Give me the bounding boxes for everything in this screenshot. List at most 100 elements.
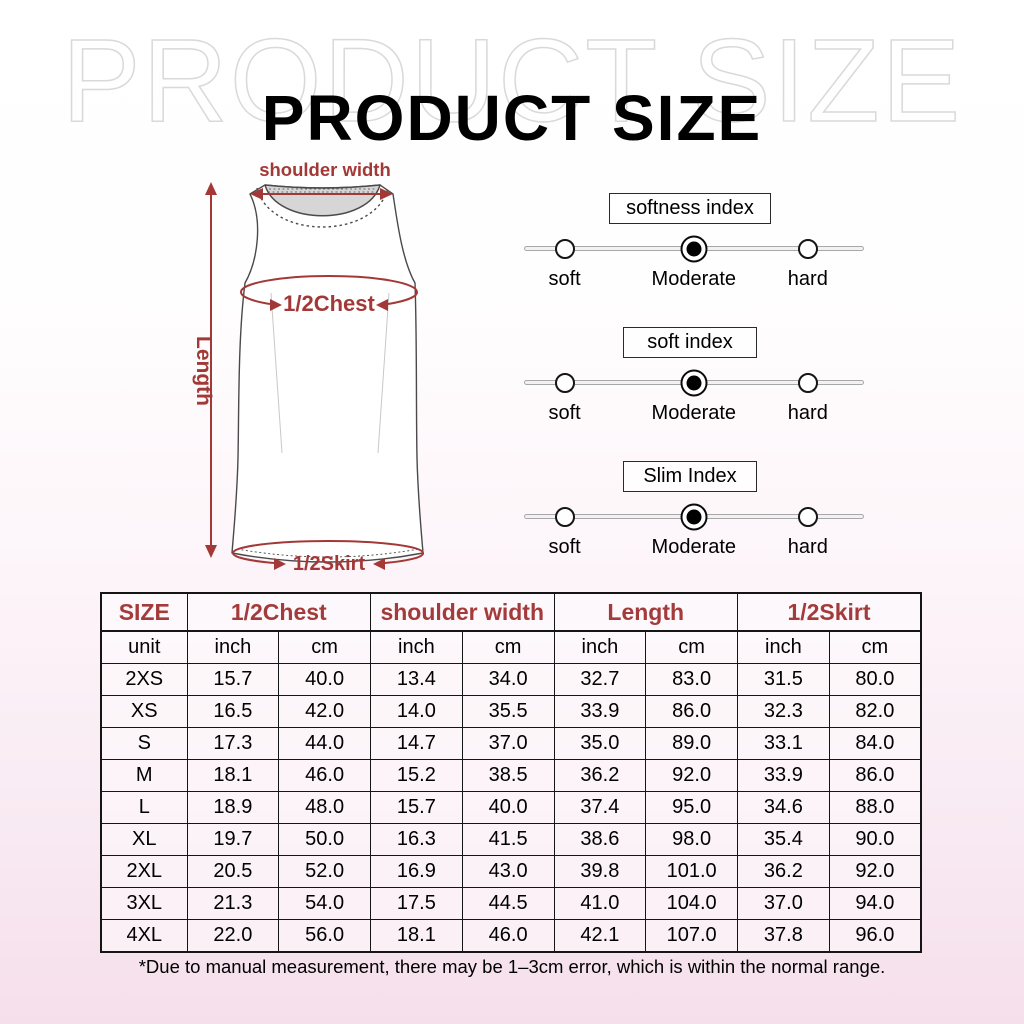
measure-cell: 32.3 <box>737 695 830 728</box>
slider-dot-soft <box>554 507 575 527</box>
unit-cell: cm <box>645 630 738 664</box>
measure-cell: 37.4 <box>553 791 647 824</box>
measure-cell: 86.0 <box>645 695 738 728</box>
size-table: SIZE 1/2Chest shoulder width Length 1/2Skirt… <box>100 592 922 953</box>
measure-cell: 88.0 <box>828 791 922 824</box>
skirt-ellipse-bottom-right <box>384 552 425 564</box>
skirt-ellipse-top <box>232 540 424 554</box>
measure-cell: 18.9 <box>186 791 280 824</box>
slider-dot-hard <box>797 373 818 393</box>
length-label: Length <box>192 336 215 406</box>
measure-cell: 17.3 <box>186 727 280 760</box>
measure-cell: 40.0 <box>278 663 371 696</box>
measure-cell: 13.4 <box>370 663 463 696</box>
measure-cell: 82.0 <box>828 695 922 728</box>
slider-label-moderate: Moderate <box>651 268 737 290</box>
index-panel-softness: softness index soft Moderate hard <box>500 193 880 294</box>
measure-cell: 16.3 <box>370 823 463 856</box>
measure-cell: 42.0 <box>278 695 371 728</box>
unit-cell: unit <box>100 630 188 664</box>
chest-ellipse-bottom-left <box>240 291 271 305</box>
unit-cell: inch <box>737 630 830 664</box>
unit-cell: inch <box>186 630 280 664</box>
measure-cell: 41.5 <box>461 823 555 856</box>
half-skirt-label: 1/2Skirt <box>293 553 366 575</box>
column-group-header: Length <box>553 592 738 632</box>
soft-index-slider <box>500 364 880 402</box>
measure-cell: 94.0 <box>828 887 922 920</box>
unit-cell: inch <box>370 630 463 664</box>
collar-stitch-line <box>256 187 389 228</box>
measurement-disclaimer: *Due to manual measurement, there may be… <box>138 956 886 977</box>
measure-cell: 17.5 <box>370 887 463 920</box>
slider-dot-soft <box>554 373 575 393</box>
soft-index-title-box: soft index <box>623 327 757 358</box>
measure-cell: 40.0 <box>461 791 555 824</box>
measure-cell: 37.8 <box>737 919 830 953</box>
measure-cell: 84.0 <box>828 727 922 760</box>
measure-cell: 34.0 <box>461 663 555 696</box>
measure-cell: 14.0 <box>370 695 463 728</box>
table-row: 4XL 22.0 56.0 18.1 46.0 42.1 107.0 37.8 96.0 <box>100 919 922 953</box>
measure-cell: 50.0 <box>278 823 371 856</box>
measure-cell: 83.0 <box>645 663 738 696</box>
measure-cell: 38.5 <box>461 759 555 792</box>
slim-index-title-box: Slim Index <box>623 461 757 492</box>
measure-cell: 15.7 <box>186 663 280 696</box>
measure-cell: 46.0 <box>278 759 371 792</box>
measure-cell: 19.7 <box>186 823 280 856</box>
index-panel-slim: Slim Index soft Moderate hard <box>500 461 880 562</box>
measure-cell: 18.1 <box>186 759 280 792</box>
slider-dot-moderate-selected <box>680 503 708 531</box>
measure-cell: 104.0 <box>645 887 738 920</box>
measure-cell: 33.9 <box>737 759 830 792</box>
measure-cell: 18.1 <box>370 919 463 953</box>
measure-cell: 33.1 <box>737 727 830 760</box>
measure-cell: 107.0 <box>645 919 738 953</box>
measure-cell: 36.2 <box>737 855 830 888</box>
unit-cell: cm <box>461 630 555 664</box>
column-group-header: 1/2Chest <box>186 592 371 632</box>
measure-cell: 39.8 <box>553 855 647 888</box>
measure-cell: 52.0 <box>278 855 371 888</box>
table-row: 2XL 20.5 52.0 16.9 43.0 39.8 101.0 36.2 92.0 <box>100 855 922 888</box>
ghost-background-title: PRODUCT SIZE <box>61 15 963 147</box>
slider-labels: soft Moderate hard <box>500 402 880 428</box>
size-label-cell: 2XL <box>100 855 188 888</box>
measure-cell: 101.0 <box>645 855 738 888</box>
size-label-cell: L <box>100 791 188 824</box>
measure-cell: 98.0 <box>645 823 738 856</box>
measure-cell: 32.7 <box>553 663 647 696</box>
slider-label-hard: hard <box>787 268 828 290</box>
index-panel-soft: soft index soft Moderate hard <box>500 327 880 428</box>
unit-row: unit inch cm inch cm inch cm inch cm <box>100 630 922 664</box>
size-label-cell: 2XS <box>100 663 188 696</box>
slider-dot-moderate-selected <box>680 369 708 397</box>
chest-ellipse-top <box>240 275 418 293</box>
slider-label-hard: hard <box>787 536 828 558</box>
slider-dot-hard <box>797 239 818 259</box>
measure-cell: 90.0 <box>828 823 922 856</box>
hem-stitch-line <box>236 548 420 558</box>
slim-index-slider <box>500 498 880 536</box>
slider-label-moderate: Moderate <box>651 402 737 424</box>
slider-label-hard: hard <box>787 402 828 424</box>
measure-cell: 56.0 <box>278 919 371 953</box>
table-row: 2XS 15.7 40.0 13.4 34.0 32.7 83.0 31.5 80.0 <box>100 663 922 696</box>
slider-dot-hard <box>797 507 818 527</box>
softness-index-title-box: softness index <box>609 193 771 224</box>
slider-labels: soft Moderate hard <box>500 268 880 294</box>
size-label-cell: S <box>100 727 188 760</box>
measure-cell: 16.9 <box>370 855 463 888</box>
measure-cell: 35.5 <box>461 695 555 728</box>
measure-cell: 96.0 <box>828 919 922 953</box>
measure-cell: 22.0 <box>186 919 280 953</box>
measure-cell: 16.5 <box>186 695 280 728</box>
unit-cell: cm <box>278 630 371 664</box>
softness-index-slider <box>500 230 880 268</box>
measure-cell: 35.4 <box>737 823 830 856</box>
size-label-cell: XS <box>100 695 188 728</box>
measure-cell: 37.0 <box>737 887 830 920</box>
slider-dot-soft <box>554 239 575 259</box>
measure-cell: 86.0 <box>828 759 922 792</box>
